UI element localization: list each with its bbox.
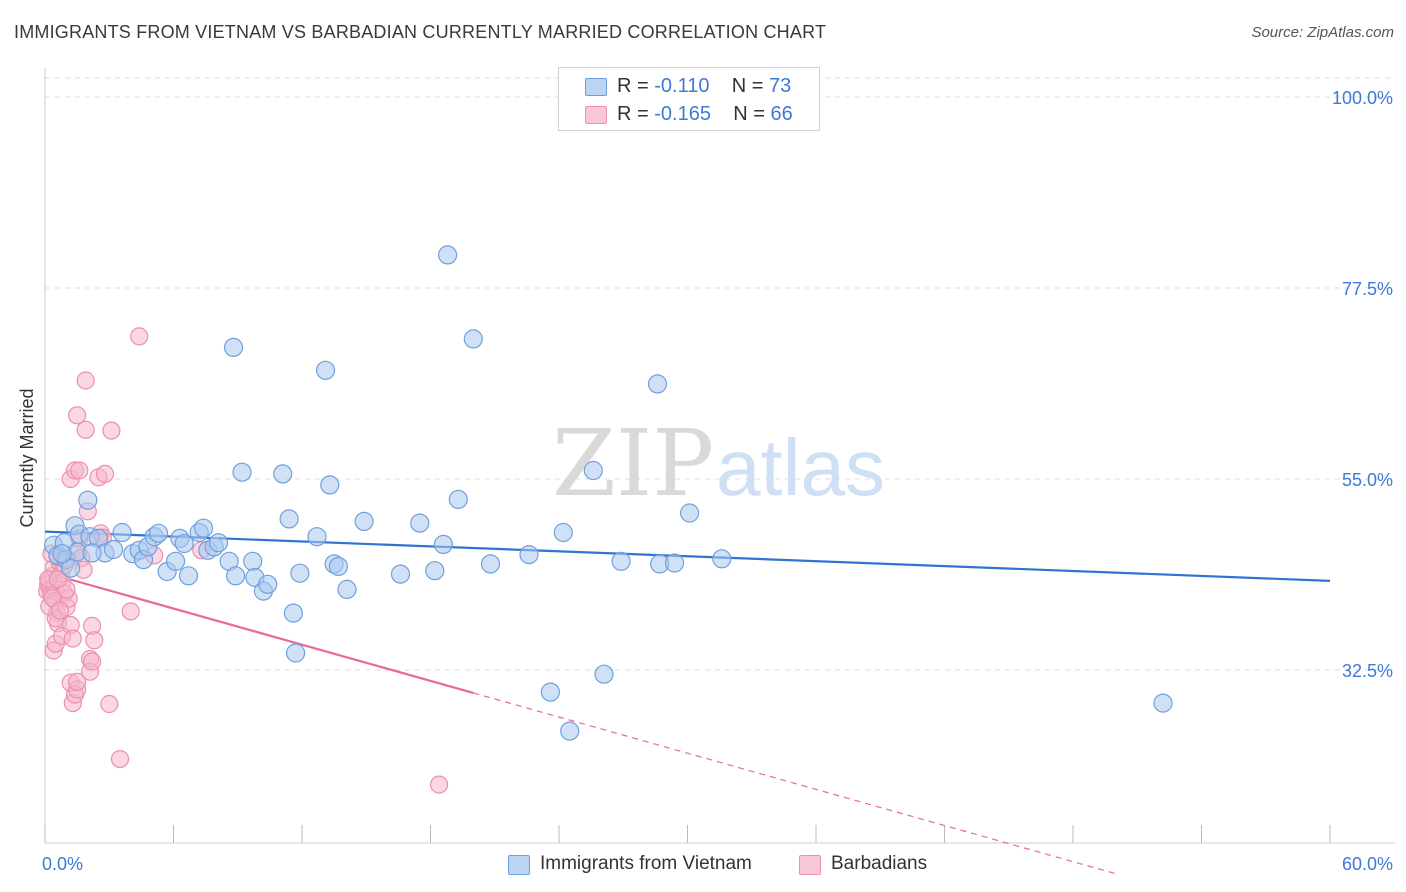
vietnam-point (226, 566, 246, 586)
vietnam-point (112, 522, 132, 543)
vietnam-point (647, 374, 668, 394)
correlation-legend: R = -0.110 N = 73 R = -0.165 N = 66 (558, 67, 820, 131)
vietnam-point (307, 527, 327, 547)
barbadian-point (50, 601, 70, 620)
barbadian-trendline (44, 571, 474, 694)
bottom-legend-swatch-pink (799, 855, 821, 875)
label-layer: 32.5% 55.0% 77.5% 100.0% 0.0% 60.0% Currently … (17, 88, 1393, 874)
y-tick-label: 32.5% (1342, 661, 1393, 681)
vietnam-point (354, 511, 374, 532)
trend-layer (44, 530, 1331, 875)
vietnam-point (611, 551, 631, 571)
vietnam-point (283, 603, 303, 623)
vietnam-point (148, 523, 169, 543)
vietnam-point (337, 579, 357, 600)
vietnam-point (273, 464, 293, 484)
barbadian-point (102, 421, 121, 440)
vietnam-point (553, 522, 573, 543)
vietnam-point (52, 544, 72, 564)
vietnam-point (178, 566, 199, 586)
vietnam-point (390, 564, 411, 584)
legend-swatch-pink (585, 106, 607, 124)
vietnam-point (232, 462, 252, 482)
barbadian-point (76, 371, 95, 390)
legend-swatch-blue (585, 78, 607, 96)
vietnam-point (166, 551, 186, 571)
vietnam-point (448, 489, 468, 509)
legend-text-barbadian: R = -0.165 N = 66 (617, 103, 793, 125)
legend-r-value: -0.110 (654, 75, 710, 97)
vietnam-point (463, 329, 483, 349)
vietnam-point (540, 682, 561, 702)
bottom-legend-label-barbadian: Barbadians (831, 853, 928, 874)
vietnam-point (316, 360, 336, 380)
y-tick-label: 55.0% (1342, 470, 1393, 490)
barbadian-point (67, 406, 87, 425)
barbadian-point (82, 652, 102, 671)
watermark: ZIP atlas (552, 410, 885, 517)
barbadian-point (70, 461, 89, 480)
vietnam-point (290, 563, 310, 583)
vietnam-point (328, 556, 348, 577)
watermark-atlas: atlas (716, 423, 885, 512)
y-tick-label: 77.5% (1342, 279, 1393, 299)
y-axis-label: Currently Married (17, 388, 37, 527)
barbadian-point (95, 464, 115, 483)
bottom-legend-label-vietnam: Immigrants from Vietnam (540, 853, 752, 874)
vietnam-point (425, 561, 445, 581)
vietnam-point (223, 337, 244, 357)
vietnam-point (519, 544, 539, 565)
vietnam-point (82, 543, 102, 563)
barbadian-point (85, 631, 104, 650)
barbadian-point (67, 672, 87, 692)
legend-n-value: 66 (770, 103, 793, 125)
vietnam-point (320, 475, 340, 495)
legend-text-vietnam: R = -0.110 N = 73 (617, 75, 792, 97)
barbadian-point (48, 570, 68, 589)
vietnam-point (208, 533, 229, 553)
y-tick-label: 100.0% (1332, 88, 1393, 108)
vietnam-point (594, 664, 614, 684)
watermark-zip: ZIP (552, 410, 714, 517)
vietnam-point (712, 549, 732, 569)
axis-layer (44, 68, 1395, 844)
source-credit: Source: ZipAtlas.com (1251, 24, 1394, 41)
barbadian-point (63, 629, 82, 648)
vietnam-point (664, 553, 685, 573)
chart-title: IMMIGRANTS FROM VIETNAM VS BARBADIAN CUR… (14, 22, 827, 42)
vietnam-trendline (44, 530, 1331, 582)
barbadian-point (121, 602, 140, 621)
vietnam-point (433, 534, 453, 555)
vietnam-point (243, 551, 263, 571)
x-tick-label-max: 60.0% (1342, 854, 1393, 874)
vietnam-point (480, 554, 501, 574)
vietnam-point (410, 513, 430, 533)
vietnam-point (679, 503, 700, 523)
legend-n-value: 73 (768, 75, 792, 97)
barbadian-point (100, 694, 119, 714)
vietnam-point (438, 245, 458, 265)
legend-row-barbadian: R = -0.165 N = 66 (559, 100, 819, 128)
barbadian-point (76, 420, 95, 439)
vietnam-point (279, 509, 299, 529)
barbadian-point (110, 749, 130, 769)
x-tick-label-min: 0.0% (42, 854, 83, 874)
vietnam-point (286, 643, 306, 663)
vietnam-point (193, 518, 214, 538)
barbadian-trendline-extension (473, 692, 1116, 875)
vietnam-point (583, 460, 603, 481)
legend-row-vietnam: R = -0.110 N = 73 (559, 72, 819, 100)
legend-r-value: -0.165 (654, 103, 711, 125)
vietnam-point (560, 721, 580, 741)
vietnam-point (1153, 693, 1173, 713)
vietnam-point (103, 539, 124, 560)
barbadian-point (430, 775, 449, 794)
vietnam-point (174, 533, 194, 554)
vietnam-point (258, 574, 278, 594)
bottom-legend-swatch-blue (508, 855, 530, 875)
points-layer (37, 245, 1173, 794)
barbadian-point (130, 327, 149, 346)
vietnam-point (78, 490, 98, 510)
